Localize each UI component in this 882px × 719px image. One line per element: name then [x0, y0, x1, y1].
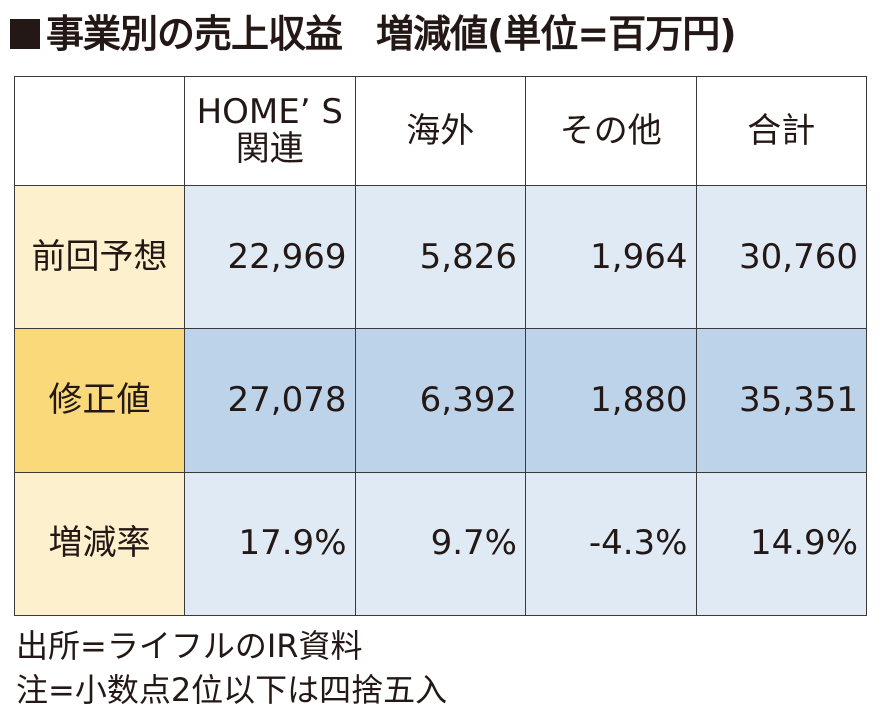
table-cell: 6,392: [354, 328, 526, 473]
page-title: 事業別の売上収益 増減値(単位=百万円): [10, 6, 737, 62]
row-label: 増減率: [14, 471, 185, 617]
table-cell: 1,880: [525, 328, 697, 473]
column-header-other: その他: [525, 75, 697, 187]
row-label: 修正値: [14, 328, 185, 473]
sales-table: HOME’ S 関連 海外 その他 合計 前回予想 22,969 5,826 1…: [14, 75, 867, 617]
row-label: 前回予想: [14, 185, 185, 330]
table-cell: 14.9%: [695, 471, 867, 617]
table-cell: 5,826: [354, 185, 526, 330]
rounding-note: 注=小数点2位以下は四捨五入: [16, 671, 448, 709]
column-header-homes-line1: HOME’ S: [196, 91, 343, 132]
title-sub: 増減値(単位=百万円): [376, 12, 737, 56]
table-row: 増減率 17.9% 9.7% -4.3% 14.9%: [14, 471, 867, 617]
footnotes: 出所=ライフルのIR資料 注=小数点2位以下は四捨五入: [16, 624, 447, 712]
table-cell: 9.7%: [354, 471, 526, 617]
title-main: 事業別の売上収益: [46, 12, 343, 56]
table-row: 前回予想 22,969 5,826 1,964 30,760: [14, 185, 867, 330]
table-row: 修正値 27,078 6,392 1,880 35,351: [14, 328, 867, 473]
table-cell: 27,078: [184, 328, 356, 473]
column-header-overseas: 海外: [354, 75, 526, 187]
column-header-homes: HOME’ S 関連: [184, 75, 356, 187]
table-header-row: HOME’ S 関連 海外 その他 合計: [14, 75, 867, 187]
square-bullet-icon: [10, 19, 40, 49]
table-cell: 17.9%: [184, 471, 356, 617]
table-cell: 30,760: [695, 185, 867, 330]
column-header-total: 合計: [695, 75, 867, 187]
table-cell: 1,964: [525, 185, 697, 330]
table-cell: -4.3%: [525, 471, 697, 617]
table-cell: 22,969: [184, 185, 356, 330]
header-corner-cell: [14, 75, 185, 187]
source-note: 出所=ライフルのIR資料: [16, 627, 363, 665]
column-header-homes-line2: 関連: [235, 129, 304, 170]
table-cell: 35,351: [695, 328, 867, 473]
